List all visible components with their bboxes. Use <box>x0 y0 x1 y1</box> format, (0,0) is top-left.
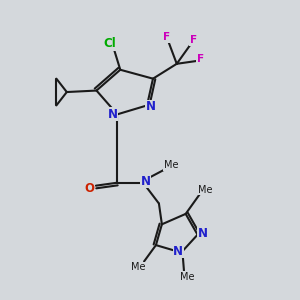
Text: Me: Me <box>180 272 194 282</box>
Text: N: N <box>173 244 183 258</box>
Text: O: O <box>84 182 94 194</box>
Text: Cl: Cl <box>103 38 116 50</box>
Text: N: N <box>108 108 118 121</box>
Text: Me: Me <box>164 160 178 170</box>
Text: F: F <box>197 54 204 64</box>
Text: Me: Me <box>198 184 212 194</box>
Text: N: N <box>198 227 208 240</box>
Text: N: N <box>140 175 151 188</box>
Text: N: N <box>146 100 156 113</box>
Text: F: F <box>190 35 197 45</box>
Text: Me: Me <box>131 262 146 272</box>
Text: F: F <box>163 32 170 42</box>
